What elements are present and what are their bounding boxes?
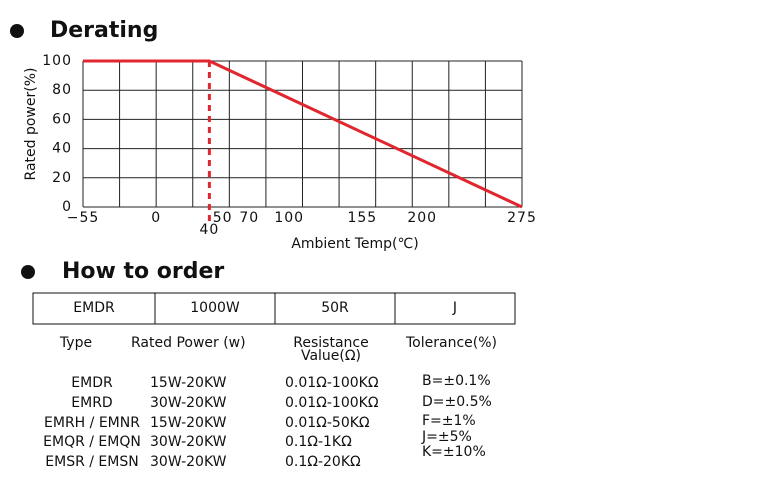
table-cell: 30W-20KW	[150, 434, 227, 450]
table-cell: 15W-20KW	[150, 415, 227, 431]
x-tick-label: 50	[213, 210, 233, 226]
code-text: EMDR	[73, 300, 115, 316]
code-box	[394, 292, 516, 325]
table-cell: 15W-20KW	[150, 375, 227, 391]
code-text: 1000W	[190, 300, 240, 316]
bullet	[10, 24, 24, 38]
table-cell: 0.01Ω-50KΩ	[285, 415, 370, 431]
y-tick-label: 0	[62, 199, 72, 215]
section-title: How to order	[62, 259, 224, 284]
y-tick-label: 60	[52, 111, 72, 127]
table-header: Type	[59, 335, 92, 351]
tolerance: F=±1%	[422, 413, 476, 429]
table-cell: 0.01Ω-100KΩ	[285, 375, 379, 391]
x-tick-label: 40	[199, 222, 219, 238]
table-header: Value(Ω)	[301, 348, 361, 364]
y-axis-label: Rated power(%)	[23, 68, 39, 181]
y-tick-label: 100	[42, 53, 72, 69]
x-tick-label: 275	[507, 210, 537, 226]
y-tick-label: 40	[52, 141, 72, 157]
x-tick-label: 70	[239, 210, 259, 226]
code-text: 50R	[321, 300, 349, 316]
x-tick-label: 155	[347, 210, 377, 226]
table-cell: EMRH / EMNR	[44, 415, 140, 431]
x-axis-label: Ambient Temp(℃)	[291, 236, 418, 252]
table-cell: 30W-20KW	[150, 395, 227, 411]
x-tick-label: −55	[67, 210, 100, 226]
code-text: J	[452, 300, 457, 316]
x-tick-label: 0	[151, 210, 161, 226]
table-cell: 0.1Ω-1KΩ	[285, 434, 352, 450]
y-tick-label: 80	[52, 82, 72, 98]
section-title: Derating	[50, 18, 158, 43]
tolerance: D=±0.5%	[422, 394, 492, 410]
table-header: Rated Power (w)	[131, 335, 246, 351]
table-header: Resistance	[293, 335, 368, 351]
x-tick-label: 100	[274, 210, 304, 226]
derating-line	[83, 59, 523, 209]
table-header: Tolerance(%)	[405, 335, 497, 351]
tolerance: K=±10%	[422, 444, 486, 460]
table-cell: EMSR / EMSN	[45, 454, 138, 470]
table-cell: EMDR	[71, 375, 113, 391]
tolerance: B=±0.1%	[422, 373, 491, 389]
table-cell: 0.1Ω-20KΩ	[285, 454, 361, 470]
y-tick-label: 20	[52, 170, 72, 186]
table-cell: 30W-20KW	[150, 454, 227, 470]
bullet	[21, 265, 35, 279]
table-cell: EMRD	[71, 395, 112, 411]
tolerance: J=±5%	[421, 429, 472, 445]
table-cell: 0.01Ω-100KΩ	[285, 395, 379, 411]
x-tick-label: 200	[407, 210, 437, 226]
table-cell: EMQR / EMQN	[43, 434, 141, 450]
